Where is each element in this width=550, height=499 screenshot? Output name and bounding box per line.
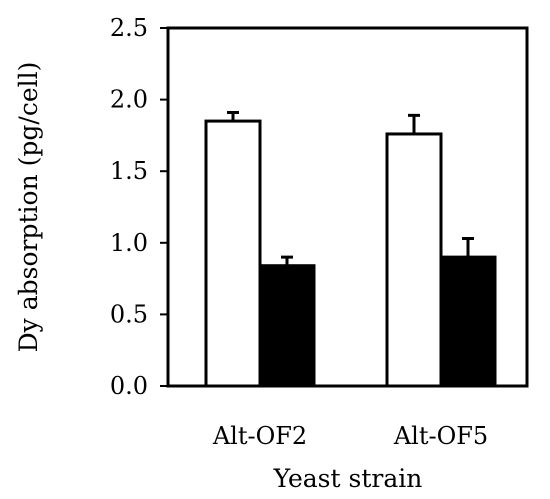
x-axis-categories: Alt-OF2 Alt-OF5	[212, 422, 488, 450]
plot-frame	[166, 26, 529, 388]
x-category-label: Alt-OF2	[212, 422, 307, 450]
bar-series-1-alt-of5	[385, 132, 443, 388]
y-tick-label: 1.0	[110, 229, 148, 257]
y-tick-label: 2.5	[110, 14, 148, 42]
bars	[204, 110, 497, 388]
y-tick-label: 0.5	[110, 300, 148, 328]
bar-series-2-alt-of2	[258, 264, 316, 388]
y-tick-label: 2.0	[110, 86, 148, 114]
y-axis-label: Dy absorption (pg/cell)	[14, 62, 43, 353]
y-axis-ticks: 0.0 0.5 1.0 1.5 2.0 2.5	[110, 14, 168, 400]
x-axis-label: Yeast strain	[273, 464, 423, 493]
x-category-label: Alt-OF5	[393, 422, 488, 450]
y-tick-label: 0.0	[110, 372, 148, 400]
bar-series-2-alt-of5	[439, 255, 497, 388]
y-tick-label: 1.5	[110, 157, 148, 185]
bar-series-1-alt-of2	[204, 119, 262, 388]
